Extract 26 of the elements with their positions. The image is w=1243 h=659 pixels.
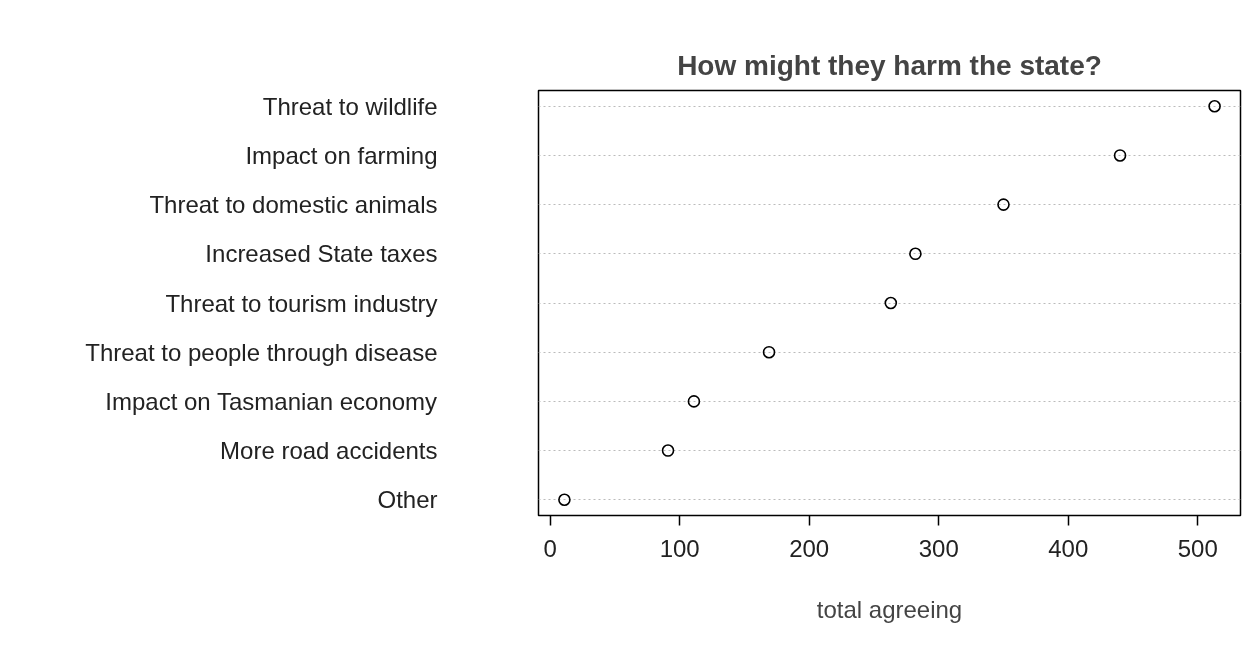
y-tick-label: Threat to wildlife [262, 92, 438, 120]
x-tick-label: 500 [1177, 534, 1218, 562]
y-tick-label: Increased State taxes [205, 240, 438, 268]
point [762, 345, 776, 359]
chart-title: How might they harm the state? [677, 49, 1102, 81]
x-tick-label: 400 [1048, 534, 1089, 562]
y-tick-label: Impact on Tasmanian economy [105, 387, 438, 415]
x-tick-label: 300 [918, 534, 959, 562]
point [558, 493, 571, 507]
point [1208, 99, 1221, 113]
x-tick-label: 100 [659, 534, 700, 562]
y-tick-label: More road accidents [220, 437, 438, 465]
x-axis-title: total agreeing [816, 595, 963, 623]
y-tick-label: Threat to domestic animals [149, 191, 438, 219]
point [909, 247, 922, 261]
x-tick-label: 200 [789, 534, 830, 562]
y-tick-label: Threat to tourism industry [165, 289, 438, 317]
point [1113, 149, 1127, 162]
y-tick-label: Other [377, 486, 438, 514]
y-tick-label: Threat to people through disease [85, 338, 438, 366]
point [884, 296, 898, 310]
point [687, 395, 701, 408]
point [661, 444, 675, 457]
x-tick-label: 0 [543, 534, 557, 562]
y-tick-label: Impact on farming [245, 141, 438, 169]
point [997, 198, 1010, 211]
